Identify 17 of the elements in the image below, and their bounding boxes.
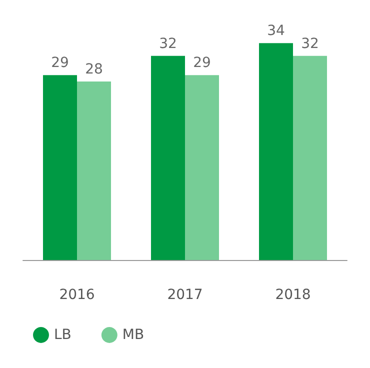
bar <box>43 75 77 260</box>
data-label: 34 <box>267 23 285 40</box>
legend-label: MB <box>122 327 144 343</box>
legend-label: LB <box>54 327 72 343</box>
x-tick-label: 2016 <box>59 287 95 303</box>
data-label: 29 <box>193 55 211 72</box>
bar <box>77 81 111 260</box>
data-label: 32 <box>301 36 319 52</box>
bar <box>151 56 185 260</box>
x-tick-label: 2017 <box>167 287 203 303</box>
x-tick-label: 2018 <box>275 287 311 303</box>
data-label: 32 <box>159 36 177 52</box>
bar <box>185 75 219 260</box>
data-label: 29 <box>51 55 69 72</box>
bar <box>293 56 327 260</box>
bar <box>259 43 293 260</box>
data-label: 28 <box>85 61 103 78</box>
